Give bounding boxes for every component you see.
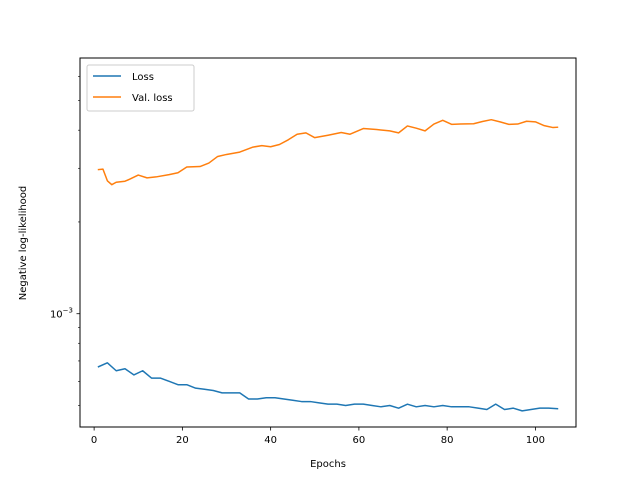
y-axis-ticks: 10−3 <box>50 76 80 406</box>
legend: Loss Val. loss <box>86 64 195 112</box>
x-axis-ticks: 0 20 40 60 80 100 <box>91 427 545 446</box>
x-tick-label: 100 <box>526 435 545 446</box>
legend-label-val-loss: Val. loss <box>132 93 173 104</box>
series-line-val-loss <box>97 118 559 186</box>
plot-lines <box>97 118 559 412</box>
plot-area-frame <box>79 57 577 428</box>
x-tick-label: 40 <box>264 435 277 446</box>
y-tick-label: 10−3 <box>50 307 73 321</box>
legend-label-loss: Loss <box>132 72 154 83</box>
x-tick-label: 0 <box>91 435 97 446</box>
series-line-loss <box>97 362 559 412</box>
x-tick-label: 20 <box>176 435 189 446</box>
x-tick-label: 60 <box>353 435 366 446</box>
x-axis-label: Epochs <box>310 459 346 470</box>
y-axis-label: Negative log-likelihood <box>18 186 29 301</box>
x-tick-label: 80 <box>441 435 454 446</box>
